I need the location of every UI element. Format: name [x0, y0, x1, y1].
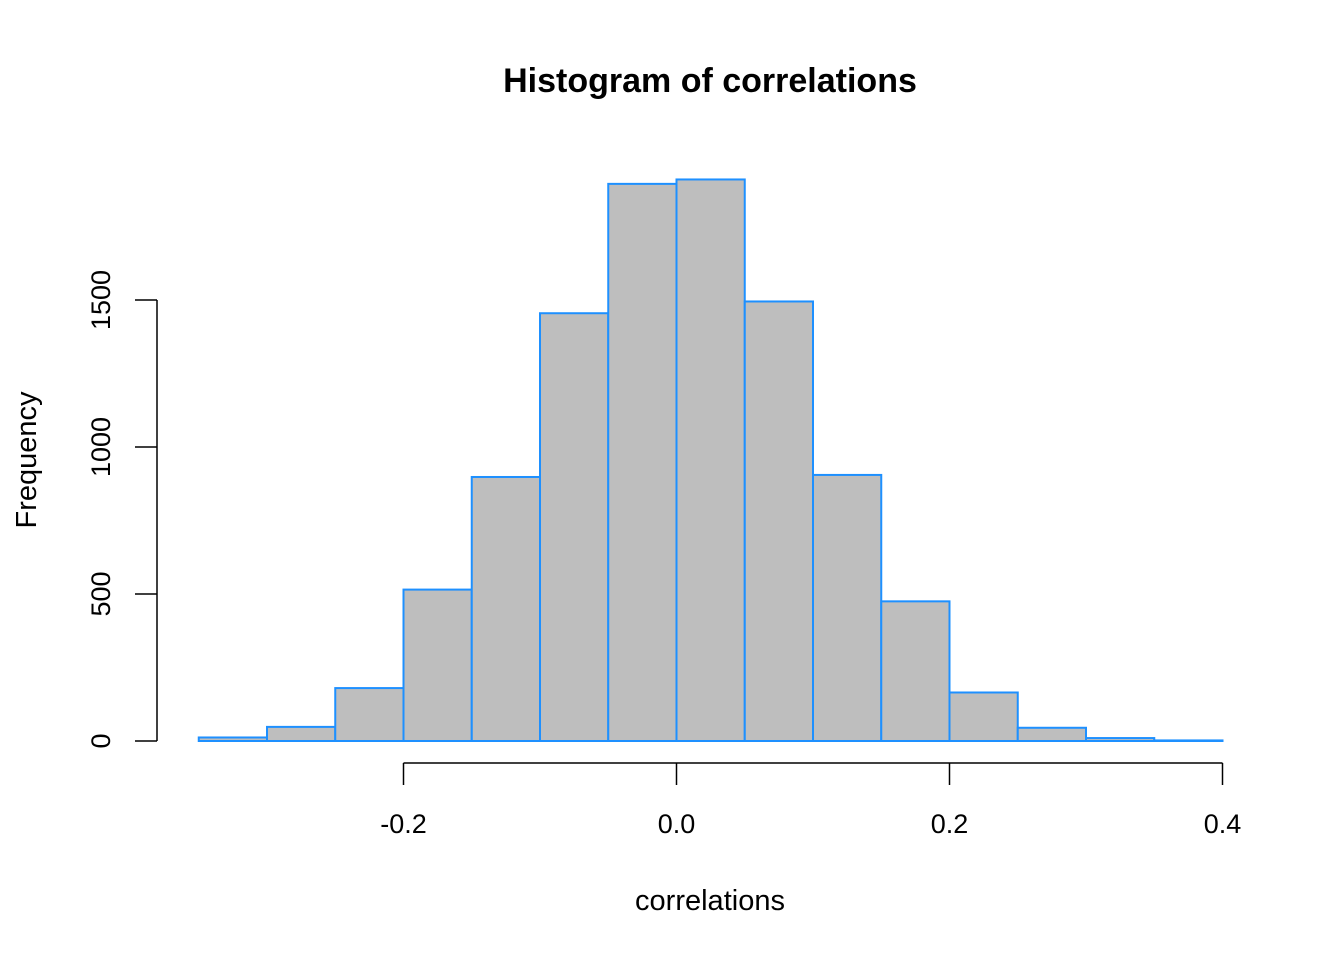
histogram-bar [1153, 739, 1224, 742]
x-tick-label: 0.2 [931, 809, 969, 839]
y-tick-label: 0 [86, 733, 116, 748]
y-tick-label: 1500 [86, 270, 116, 330]
histogram-bar [812, 473, 883, 742]
histogram-bar [266, 725, 337, 742]
histogram-bar [402, 588, 473, 743]
x-tick-label: 0.0 [658, 809, 696, 839]
x-axis: -0.2 0.0 0.2 0.4 [380, 762, 1242, 839]
histogram-bar [1085, 737, 1156, 742]
histogram-bar [880, 600, 951, 742]
histogram-bar [1016, 726, 1087, 743]
x-tick-label: -0.2 [380, 809, 427, 839]
y-axis-label: Frequency [11, 391, 43, 529]
histogram-bar [948, 691, 1019, 742]
histogram-bar [743, 300, 814, 742]
histogram-bar [334, 687, 405, 743]
y-tick-label: 500 [86, 571, 116, 616]
histogram-bar [539, 312, 610, 742]
histogram-bar [197, 736, 268, 742]
x-tick-label: 0.4 [1204, 809, 1242, 839]
histogram-bar [470, 475, 541, 742]
y-tick-label: 1000 [86, 417, 116, 477]
histogram-bar [675, 178, 746, 742]
bars-group [197, 178, 1224, 743]
chart-title: Histogram of correlations [503, 62, 917, 100]
y-axis: 0 500 1000 1500 [86, 270, 158, 749]
x-axis-label: correlations [635, 885, 785, 917]
histogram-bar [607, 182, 678, 742]
